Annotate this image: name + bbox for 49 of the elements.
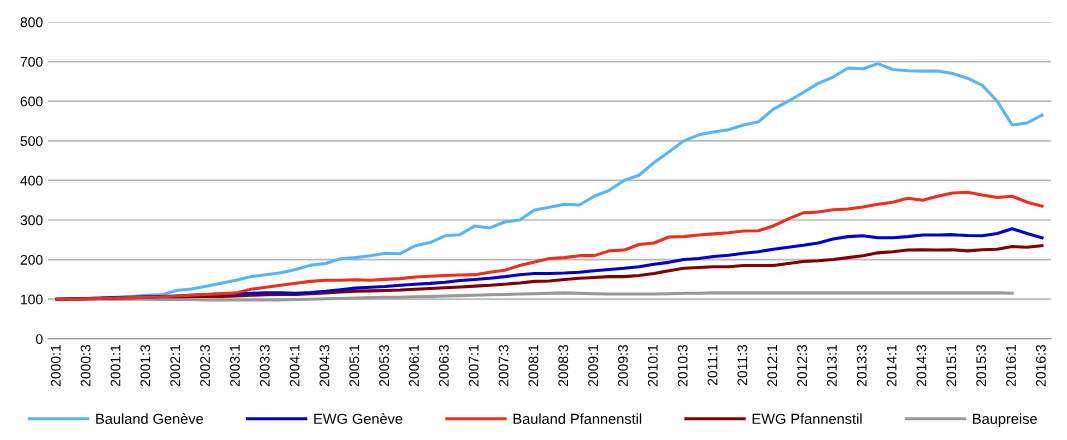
legend-label: Baupreise bbox=[973, 413, 1037, 427]
x-tick-label: 2003:3 bbox=[259, 344, 270, 387]
x-tick-label: 2011:3 bbox=[737, 344, 748, 386]
x-tick-label: 2006:3 bbox=[438, 344, 449, 387]
x-tick-label: 2000:3 bbox=[80, 344, 91, 387]
x-tick-label: 2005:3 bbox=[379, 344, 390, 387]
x-tick-label: 2002:1 bbox=[170, 345, 181, 387]
y-tick-label: 500 bbox=[20, 136, 43, 146]
x-tick-label: 2007:1 bbox=[468, 345, 479, 387]
x-tick-label: 2016:1 bbox=[1006, 345, 1016, 387]
x-tick-label: 2012:1 bbox=[767, 345, 778, 387]
x-tick-label: 2004:3 bbox=[319, 344, 330, 387]
x-tick-label: 2009:1 bbox=[588, 345, 599, 387]
legend-label: EWG Pfannenstil bbox=[752, 413, 862, 424]
legend-label: Bauland Pfannenstil bbox=[513, 413, 642, 424]
x-tick-label: 2015:3 bbox=[976, 344, 987, 387]
legend-label: EWG Genève bbox=[314, 413, 403, 424]
line-series bbox=[55, 190, 1044, 301]
y-tick-label: 300 bbox=[20, 215, 43, 226]
x-tick-label: 2005:1 bbox=[349, 345, 360, 387]
x-tick-label: 2013:3 bbox=[856, 344, 867, 387]
x-tick-label: 2015:1 bbox=[946, 345, 957, 387]
x-tick-label: 2011:1 bbox=[707, 345, 718, 386]
x-tick-label: 2007:3 bbox=[498, 344, 509, 387]
x-tick-label: 2006:1 bbox=[409, 345, 419, 387]
x-tick-label: 2000:1 bbox=[50, 345, 61, 387]
x-tick-label: 2014:3 bbox=[916, 344, 927, 387]
y-tick-label: 600 bbox=[20, 96, 43, 107]
x-tick-label: 2013:1 bbox=[826, 345, 837, 387]
x-tick-label: 2009:3 bbox=[618, 344, 628, 387]
x-tick-label: 2008:3 bbox=[558, 344, 569, 387]
legend-label: Bauland Genève bbox=[96, 413, 204, 424]
y-tick-label: 400 bbox=[20, 175, 43, 186]
y-tick-label: 800 bbox=[20, 17, 43, 28]
x-tick-label: 2012:3 bbox=[797, 344, 807, 387]
x-tick-label: 2014:1 bbox=[886, 345, 897, 387]
x-tick-label: 2003:1 bbox=[229, 345, 240, 387]
y-tick-label: 200 bbox=[20, 254, 43, 265]
y-tick-label: 100 bbox=[21, 294, 43, 305]
y-tick-label: 700 bbox=[20, 56, 43, 67]
y-tick-label: 0 bbox=[35, 334, 43, 344]
x-tick-label: 2004:1 bbox=[289, 345, 300, 387]
x-tick-label: 2002:3 bbox=[200, 344, 210, 387]
x-tick-label: 2010:3 bbox=[677, 344, 688, 387]
x-tick-label: 2016:3 bbox=[1035, 344, 1046, 387]
x-tick-label: 2001:3 bbox=[140, 344, 151, 387]
x-tick-label: 2008:1 bbox=[528, 345, 539, 387]
x-tick-label: 2010:1 bbox=[647, 345, 658, 387]
x-tick-label: 2001:1 bbox=[110, 345, 121, 387]
